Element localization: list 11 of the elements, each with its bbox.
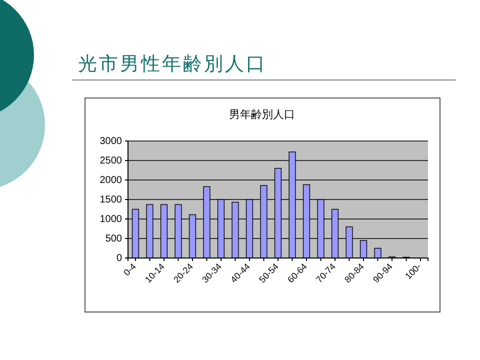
y-tick-label: 2500 [100, 156, 122, 167]
chart-title: 光市男性年齢別人口 [78, 53, 267, 75]
y-tick-label: 2000 [100, 175, 122, 186]
y-tick-label: 0 [116, 253, 122, 264]
y-tick-label: 3000 [100, 136, 122, 148]
y-tick-label: 1000 [100, 214, 122, 226]
y-tick-label: 1500 [100, 194, 122, 206]
y-tick-label: 500 [105, 234, 122, 245]
x-tick-label: 100- [403, 261, 423, 282]
x-tick-label: 0-4 [122, 261, 138, 278]
chart-subtitle: 男年齢別人口 [229, 108, 295, 121]
